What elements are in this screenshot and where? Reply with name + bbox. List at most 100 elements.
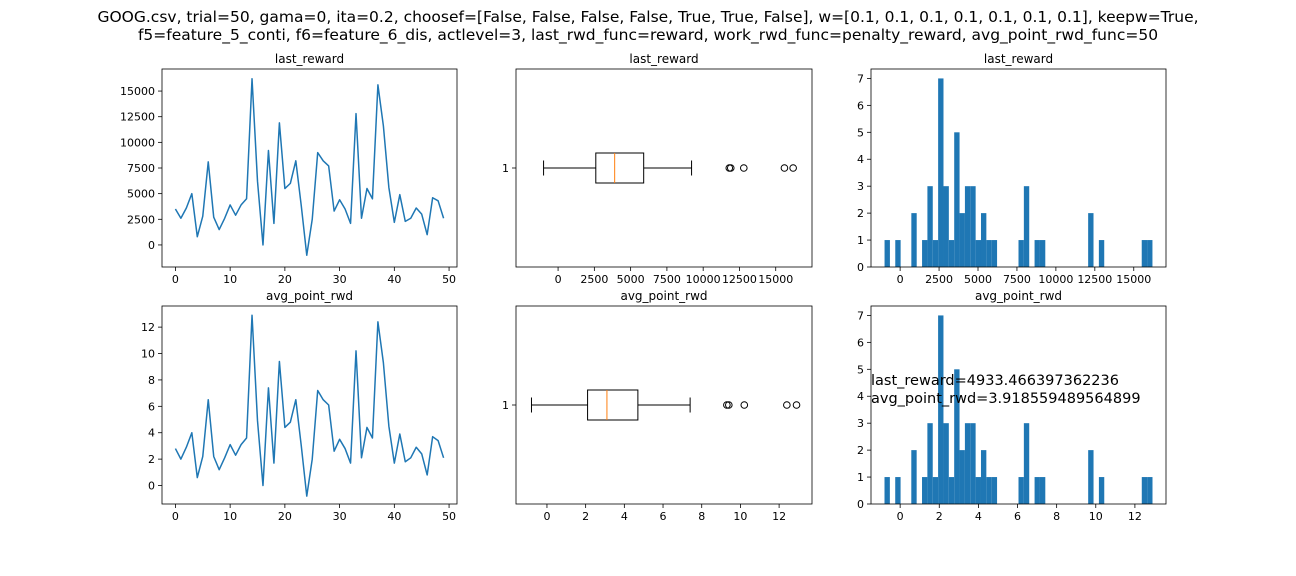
x-tick-label: 40 [387,510,401,523]
x-tick-label: 50 [442,273,456,286]
axes-frame [161,305,458,505]
y-tick-label: 3 [857,417,864,430]
x-tick-label: 10 [223,273,237,286]
histogram-bar [1034,477,1040,504]
x-tick-label: 12500 [1077,273,1112,286]
box-outlier [740,164,748,172]
x-tick-label: 0 [897,510,904,523]
histogram-bar [980,450,987,504]
x-tick-label: 2500 [580,273,608,286]
subplot-title: avg_point_rwd [266,289,353,303]
histogram-bar [1147,477,1153,504]
x-tick-label: 0 [543,510,550,523]
histogram-bar [980,213,987,267]
histogram-bar [964,423,971,504]
histogram-bar [1141,477,1148,504]
y-tick-label: 12500 [120,111,155,124]
box-outlier [723,401,731,409]
x-tick-label: 6 [1014,510,1021,523]
histogram-bar [1147,240,1153,267]
histogram-bar [943,186,949,267]
x-tick-label: 20 [278,273,292,286]
y-tick-label: 1 [502,399,509,412]
x-tick-label: 0 [555,273,562,286]
histogram-bar [975,240,981,267]
histogram-bar [948,240,955,267]
y-tick-label: 12 [141,321,155,334]
figure-title-line-2: f5=feature_5_conti, f6=feature_6_dis, ac… [137,26,1159,44]
histogram-bar [1098,240,1105,267]
x-tick-label: 0 [897,273,904,286]
histogram-bar [975,477,981,504]
annotation-avg-point-rwd: avg_point_rwd=3.918559489564899 [871,391,1141,407]
y-tick-label: 7500 [127,162,155,175]
x-tick-label: 50 [442,510,456,523]
y-tick-label: 2 [857,444,864,457]
y-tick-label: 2 [148,453,155,466]
x-tick-label: 30 [333,510,347,523]
histogram-bar [959,450,965,504]
x-tick-label: 4 [975,510,982,523]
histogram-bar [1141,240,1148,267]
y-tick-label: 6 [148,400,155,413]
y-tick-label: 4 [148,427,155,440]
y-tick-label: 10000 [120,136,155,149]
histogram-bar [954,369,960,504]
x-tick-label: 2500 [925,273,953,286]
histogram-bar [911,213,917,267]
x-tick-label: 10000 [686,273,721,286]
x-tick-label: 5000 [617,273,645,286]
histogram-bar [954,132,960,267]
figure-title-line-1: GOOG.csv, trial=50, gama=0, ita=0.2, cho… [97,8,1199,26]
box-outlier [783,401,791,409]
x-tick-label: 10 [1089,510,1103,523]
subplot-4: avg_point_rwd 0 10 20 30 40 50 0 2 4 6 8 10 12 [141,289,458,523]
x-tick-label: 10 [733,510,747,523]
x-tick-label: 15000 [1116,273,1151,286]
histogram-bar [1023,186,1030,267]
histogram-bar [1039,477,1046,504]
annotation-last-reward: last_reward=4933.466397362236 [871,373,1119,389]
histogram-bar [991,477,998,504]
box-outlier [726,164,735,172]
x-tick-label: 4 [621,510,628,523]
histogram-bar [1088,213,1094,267]
histogram-bar [922,477,928,504]
y-tick-label: 6 [857,336,864,349]
line-series [174,314,445,497]
histogram-bar [970,423,976,504]
subplot-5: avg_point_rwd 0 2 4 6 8 10 12 1 [502,289,813,523]
x-tick-label: 10000 [1038,273,1073,286]
histogram-bar [884,477,890,504]
subplot-title: last_reward [275,52,344,66]
subplot-title: last_reward [629,52,698,66]
histogram-bar [1039,240,1046,267]
subplot-3: last_reward 0 2500 5000 7500 10000 12500 15000 0… [857,52,1167,286]
y-tick-label: 15000 [120,85,155,98]
histogram-bar [938,78,944,268]
histogram-bar [911,450,917,504]
y-tick-label: 1 [502,162,509,175]
y-tick-label: 10 [141,348,155,361]
histogram-bar [964,186,971,267]
x-tick-label: 8 [698,510,705,523]
y-tick-label: 4 [857,153,864,166]
x-tick-label: 12 [772,510,786,523]
y-tick-label: 5000 [127,188,155,201]
y-tick-label: 5 [857,126,864,139]
x-tick-label: 6 [660,510,667,523]
x-tick-label: 5000 [964,273,992,286]
subplot-1: last_reward 0 10 20 30 40 50 0 2500 5000 7500 10000… [120,52,458,286]
y-tick-label: 7 [857,309,864,322]
subplot-2: last_reward 0 2500 5000 7500 10000 12500 15000 1 [502,52,813,286]
x-tick-label: 40 [387,273,401,286]
box-iqr [587,389,639,421]
histogram-bar [895,477,901,504]
x-tick-label: 10 [223,510,237,523]
x-tick-label: 2 [936,510,943,523]
box-outlier [740,401,749,409]
histogram-bar [1023,423,1030,504]
histogram-bar [1018,240,1024,267]
